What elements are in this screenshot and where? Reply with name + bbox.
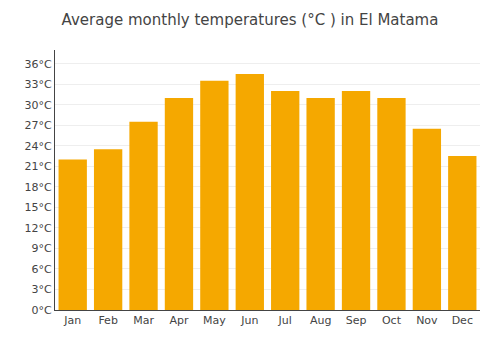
- svg-text:12°C: 12°C: [25, 222, 52, 235]
- svg-text:Dec: Dec: [452, 314, 473, 327]
- svg-text:0°C: 0°C: [32, 304, 52, 317]
- svg-text:6°C: 6°C: [32, 263, 52, 276]
- svg-text:Jan: Jan: [63, 314, 81, 327]
- svg-text:9°C: 9°C: [32, 242, 52, 255]
- svg-text:Aug: Aug: [310, 314, 331, 327]
- svg-text:Sep: Sep: [346, 314, 367, 327]
- svg-text:Mar: Mar: [133, 314, 154, 327]
- svg-text:May: May: [203, 314, 226, 327]
- svg-text:Apr: Apr: [169, 314, 189, 327]
- svg-text:Jun: Jun: [240, 314, 258, 327]
- svg-text:36°C: 36°C: [25, 58, 52, 71]
- svg-text:21°C: 21°C: [25, 160, 52, 173]
- svg-text:30°C: 30°C: [25, 99, 52, 112]
- svg-text:Jul: Jul: [278, 314, 292, 327]
- svg-text:3°C: 3°C: [32, 283, 52, 296]
- svg-text:Average monthly temperatures (: Average monthly temperatures (°C ) in El…: [62, 11, 439, 29]
- svg-text:24°C: 24°C: [25, 140, 52, 153]
- svg-text:Feb: Feb: [98, 314, 117, 327]
- svg-text:27°C: 27°C: [25, 119, 52, 132]
- svg-text:Nov: Nov: [416, 314, 438, 327]
- svg-text:15°C: 15°C: [25, 201, 52, 214]
- svg-text:Oct: Oct: [382, 314, 402, 327]
- svg-text:18°C: 18°C: [25, 181, 52, 194]
- svg-text:33°C: 33°C: [25, 78, 52, 91]
